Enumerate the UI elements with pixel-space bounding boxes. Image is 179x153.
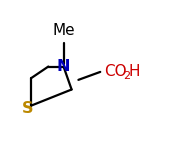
Text: N: N <box>57 59 70 74</box>
Text: CO: CO <box>104 64 126 79</box>
Text: S: S <box>22 101 33 116</box>
Text: H: H <box>129 64 140 79</box>
Text: Me: Me <box>52 23 75 38</box>
Text: 2: 2 <box>124 71 131 81</box>
